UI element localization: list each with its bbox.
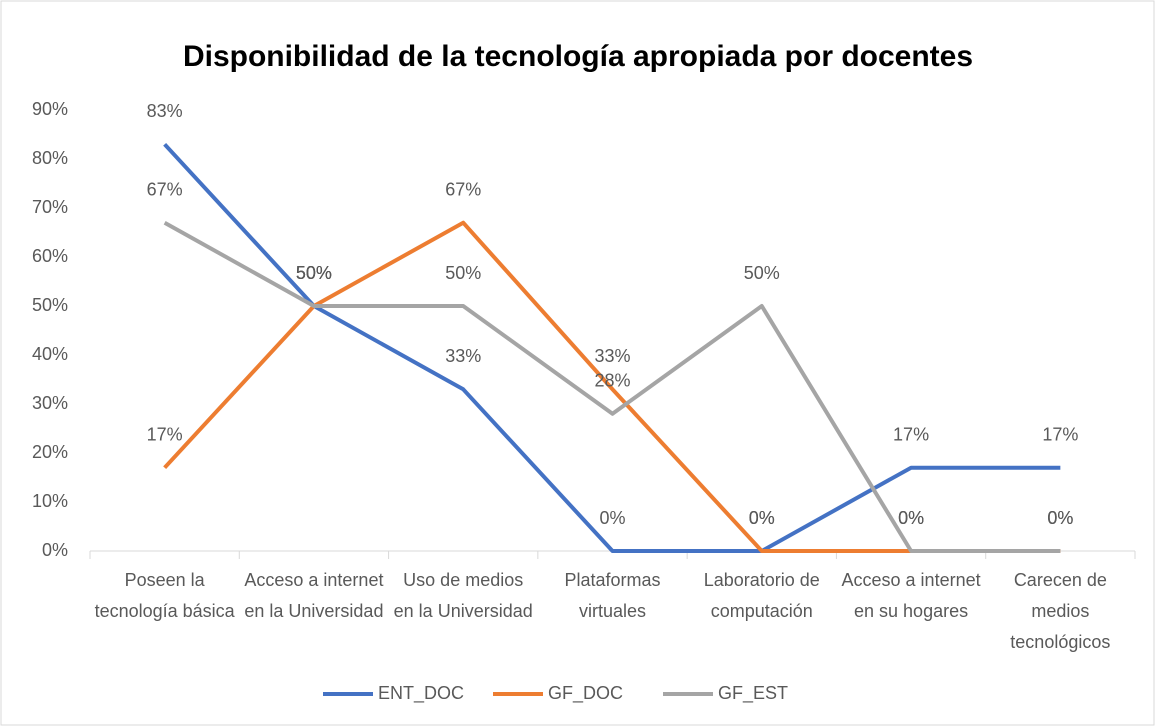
data-label: 0% bbox=[898, 508, 924, 528]
x-tick-label: Uso de medios en la Universidad bbox=[393, 570, 533, 621]
legend-label: ENT_DOC bbox=[378, 683, 464, 704]
data-label: 0% bbox=[749, 508, 775, 528]
y-tick-label: 20% bbox=[32, 442, 68, 462]
x-tick-label: Poseen la tecnología básica bbox=[94, 570, 235, 621]
y-tick-label: 40% bbox=[32, 344, 68, 364]
y-tick-label: 70% bbox=[32, 197, 68, 217]
data-label: 33% bbox=[594, 346, 630, 366]
y-tick-label: 90% bbox=[32, 99, 68, 119]
data-label: 33% bbox=[445, 346, 481, 366]
y-tick-label: 80% bbox=[32, 148, 68, 168]
data-label: 67% bbox=[147, 179, 183, 199]
data-label: 50% bbox=[744, 263, 780, 283]
y-tick-label: 60% bbox=[32, 246, 68, 266]
legend-label: GF_DOC bbox=[548, 683, 623, 704]
data-label: 67% bbox=[445, 179, 481, 199]
data-label: 0% bbox=[1047, 508, 1073, 528]
x-tick-label: Plataformas virtuales bbox=[564, 570, 661, 621]
data-label: 0% bbox=[898, 508, 924, 528]
x-tick-label: Acceso a internet en su hogares bbox=[841, 570, 981, 621]
x-tick-label: Laboratorio de computación bbox=[703, 570, 820, 621]
x-tick-label: Acceso a internet en la Universidad bbox=[244, 570, 384, 621]
y-tick-label: 30% bbox=[32, 393, 68, 413]
data-label: 0% bbox=[599, 508, 625, 528]
data-label: 83% bbox=[147, 101, 183, 121]
data-label: 17% bbox=[893, 424, 929, 444]
data-label: 17% bbox=[1042, 424, 1078, 444]
data-label: 28% bbox=[594, 371, 630, 391]
data-label: 50% bbox=[296, 263, 332, 283]
data-label: 17% bbox=[147, 424, 183, 444]
data-label: 50% bbox=[296, 263, 332, 283]
chart-title: Disponibilidad de la tecnología apropiad… bbox=[183, 40, 973, 73]
y-tick-label: 10% bbox=[32, 491, 68, 511]
data-label: 0% bbox=[749, 508, 775, 528]
data-label: 50% bbox=[296, 263, 332, 283]
x-tick-label: Carecen de medios tecnológicos bbox=[1010, 570, 1111, 652]
data-label: 50% bbox=[445, 263, 481, 283]
data-label: 0% bbox=[1047, 508, 1073, 528]
y-tick-label: 0% bbox=[42, 540, 68, 560]
legend-label: GF_EST bbox=[718, 683, 788, 704]
y-tick-label: 50% bbox=[32, 295, 68, 315]
series-line bbox=[163, 220, 1061, 553]
